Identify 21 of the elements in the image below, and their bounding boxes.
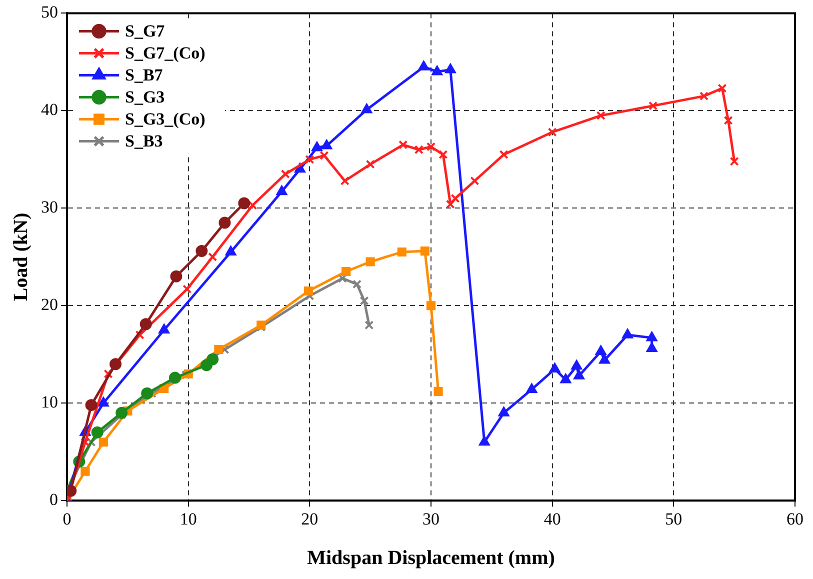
- x-tick-label: 10: [180, 509, 197, 528]
- legend-label: S_B7: [125, 66, 164, 85]
- y-tick-label: 0: [50, 490, 58, 510]
- x-tick-label: 0: [62, 509, 72, 528]
- x-tick-label: 20: [301, 509, 318, 528]
- y-axis-title: Load (kN): [10, 212, 32, 302]
- legend-label: S_G3: [125, 88, 165, 107]
- x-tick-label: 30: [422, 509, 440, 528]
- x-axis-title: Midspan Displacement (mm): [307, 547, 555, 570]
- legend-label: S_G7: [125, 22, 166, 41]
- x-tick-label: 40: [544, 509, 561, 528]
- x-tick-label: 60: [786, 509, 804, 528]
- y-tick-label: 30: [41, 198, 58, 217]
- y-tick-label: 10: [41, 392, 58, 412]
- legend-label: S_G3_(Co): [125, 110, 206, 129]
- legend-label: S_G7_(Co): [125, 44, 206, 63]
- legend-label: S_B3: [125, 132, 163, 151]
- y-tick-label: 40: [41, 100, 58, 120]
- y-tick-label: 50: [41, 2, 58, 22]
- y-tick-label: 20: [41, 295, 58, 314]
- x-tick-label: 50: [665, 509, 682, 528]
